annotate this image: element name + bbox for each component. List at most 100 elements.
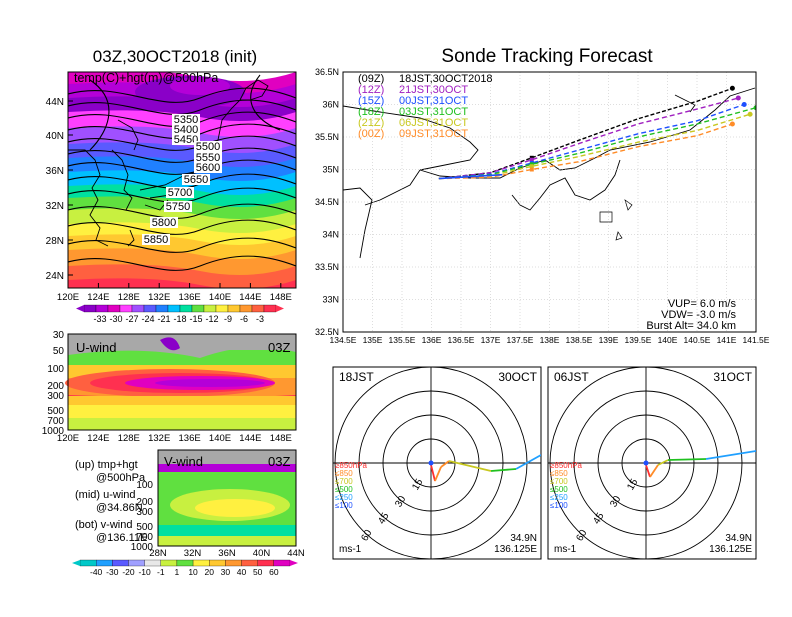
lat-tick: 33N — [322, 295, 339, 305]
hodo-level: ≤700 — [550, 477, 568, 486]
tracking-grid — [343, 72, 756, 332]
track-endpoint — [741, 102, 747, 107]
contour-label-bg — [194, 141, 222, 152]
lon-tick: 128E — [118, 292, 140, 303]
legend-note-line2: @136.11E — [96, 532, 147, 544]
lat-tick: 28N — [46, 236, 64, 247]
temp-cold-core-inner — [170, 77, 230, 95]
hodo-ring-label: 45 — [591, 511, 606, 527]
hodo-level: ≤850 — [335, 469, 353, 478]
hodo-time: 18JST — [339, 370, 374, 384]
lon-tick: 136E — [179, 292, 201, 303]
contour-label: 5500 — [196, 141, 220, 153]
hodo-time: 06JST — [554, 370, 589, 384]
colorbar-cell — [239, 304, 253, 313]
track-endpoint — [747, 111, 753, 117]
legend-time: 03JST,31OCT — [399, 106, 468, 118]
hodo-date: 31OCT — [713, 370, 752, 384]
lon-tick: 148E — [270, 433, 292, 444]
legend-time: 06JST,31OCT — [399, 117, 468, 129]
colorbar-label: 20 — [204, 567, 214, 577]
track-endpoint — [753, 105, 756, 111]
colorbar-arrow-left — [76, 305, 84, 312]
hodo-ring-label: 30 — [393, 494, 408, 510]
contour-label: 5650 — [184, 174, 208, 186]
p-tick: 1000 — [131, 542, 154, 553]
contour-label-bg — [182, 174, 210, 185]
vwind-lat-ticks: 28N 32N 36N 40N 44N — [149, 548, 305, 559]
lon-tick: 136E — [179, 433, 201, 444]
p-tick: 100 — [47, 364, 64, 375]
height-contour — [250, 74, 281, 131]
vwind-time: 03Z — [268, 454, 290, 469]
lat-tick: 36N — [322, 100, 339, 110]
legend-time: 18JST,30OCT2018 — [399, 73, 493, 85]
uwind-label: U-wind — [76, 340, 116, 355]
legend-code: (12Z) — [358, 84, 384, 96]
hodo-date: 30OCT — [498, 370, 537, 384]
colorbar-label: -33 — [93, 314, 106, 324]
hodo-level: ≤250 — [335, 493, 353, 502]
lon-tick: 120E — [57, 292, 79, 303]
p-tick: 700 — [136, 532, 153, 543]
lon-tick: 141.5E — [743, 335, 770, 345]
contour-label: 5450 — [174, 134, 198, 146]
temp-panel: 03Z,30OCT2018 (init) temp(C)+hgt(m)@500h… — [46, 47, 297, 324]
legend-note-line1: (mid) u-wind — [75, 489, 136, 501]
lon-tick: 135.5E — [389, 335, 416, 345]
temp-frame — [67, 71, 297, 289]
colorbar-cell — [215, 304, 229, 313]
hodo-ring-label: 15 — [410, 477, 425, 493]
track-line — [438, 103, 745, 180]
lat-tick: 40N — [253, 548, 271, 559]
contour-label: 5800 — [152, 217, 176, 229]
lat-tick: 32N — [46, 201, 64, 212]
colorbar-label: -15 — [189, 314, 202, 324]
height-contour — [68, 237, 296, 253]
colorbar-cell — [119, 304, 133, 313]
colorbar-label: -30 — [106, 567, 119, 577]
hodo-trace — [440, 460, 450, 468]
vwind-colorbar: -40 -30 -20 -10 -1 1 10 20 30 40 50 60 — [72, 559, 298, 577]
tracking-series — [438, 85, 756, 180]
lon-tick: 137.5E — [507, 335, 534, 345]
p-tick: 200 — [136, 497, 153, 508]
hodo-location-lon: 136.125E — [494, 544, 537, 555]
lon-tick: 139E — [599, 335, 619, 345]
track-endpoint — [735, 95, 741, 101]
hodo-origin — [643, 460, 649, 466]
lon-tick: 144E — [239, 292, 261, 303]
colorbar-cell — [203, 304, 217, 313]
contour-label: 5350 — [174, 114, 198, 126]
lat-tick: 32N — [184, 548, 202, 559]
lon-tick: 128E — [118, 433, 140, 444]
colorbar-cell — [225, 559, 242, 567]
legend-time: 00JST,31OCT — [399, 95, 468, 107]
vdw-text: VDW= -3.0 m/s — [661, 309, 736, 321]
p-tick: 500 — [47, 406, 64, 417]
legend-time: 21JST,30OCT — [399, 84, 468, 96]
lat-tick: 32.5N — [315, 327, 339, 337]
hodo-level: ≤850 — [550, 469, 568, 478]
track-marker — [529, 157, 534, 162]
hodo-level: ≤500 — [550, 485, 568, 494]
colorbar-cell — [160, 559, 178, 567]
hodo-trace — [515, 454, 541, 470]
tracking-legend: (09Z) 18JST,30OCT2018 (12Z) 21JST,30OCT (15Z… — [358, 73, 493, 140]
colorbar-label: 50 — [253, 567, 263, 577]
p-tick: 50 — [53, 346, 65, 357]
colorbar-label: -24 — [141, 314, 154, 324]
colorbar-cell — [263, 304, 277, 313]
colorbar-label: -20 — [122, 567, 135, 577]
lat-tick: 34N — [322, 230, 339, 240]
colorbar-cell — [128, 559, 145, 567]
lon-tick: 120E — [57, 433, 79, 444]
track-line — [438, 97, 739, 180]
hodo-ring-label: 15 — [625, 477, 640, 493]
colorbar-label: -21 — [157, 314, 170, 324]
contour-label: 5400 — [174, 124, 198, 136]
